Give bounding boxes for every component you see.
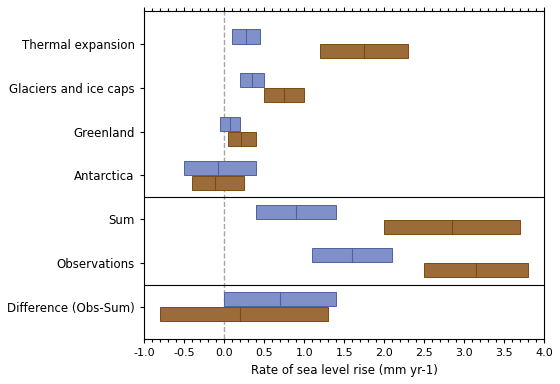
- Bar: [240, 73, 264, 87]
- Bar: [225, 292, 337, 306]
- Bar: [221, 117, 240, 131]
- Bar: [228, 132, 256, 146]
- Bar: [384, 220, 520, 233]
- Bar: [264, 88, 304, 102]
- Bar: [256, 205, 337, 218]
- Bar: [193, 176, 244, 190]
- X-axis label: Rate of sea level rise (mm yr-1): Rate of sea level rise (mm yr-1): [251, 364, 438, 377]
- Bar: [184, 161, 256, 175]
- Bar: [312, 248, 392, 262]
- Bar: [320, 45, 408, 58]
- Bar: [160, 307, 328, 321]
- Bar: [232, 30, 260, 43]
- Bar: [424, 263, 528, 277]
